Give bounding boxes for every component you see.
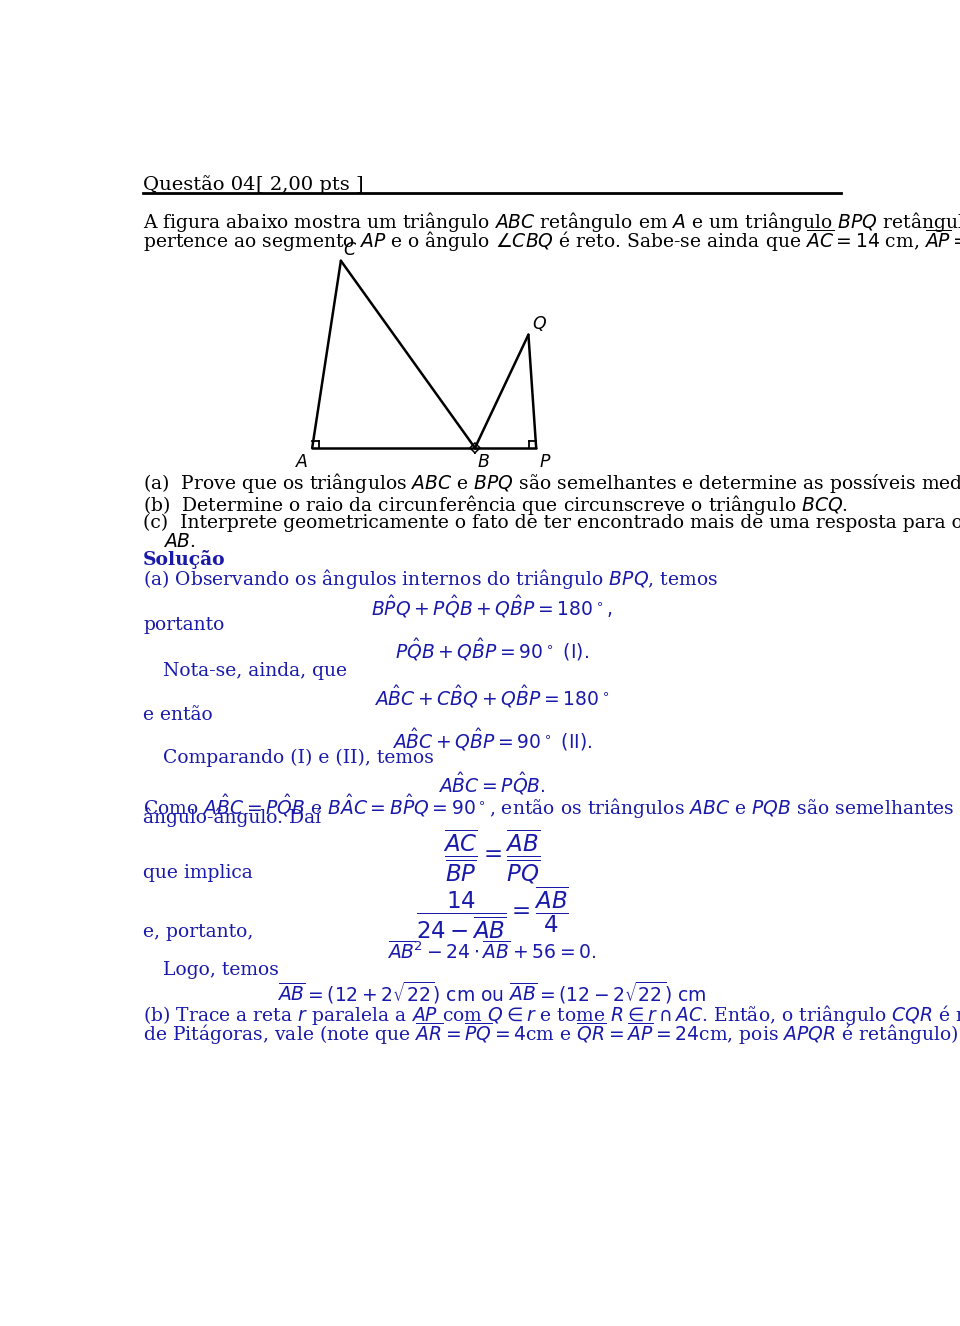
Text: $A\hat{B}C = P\hat{Q}B.$: $A\hat{B}C = P\hat{Q}B.$ <box>438 769 546 797</box>
Text: $\dfrac{\overline{AC}}{\overline{BP}} = \dfrac{\overline{AB}}{\overline{PQ}}$: $\dfrac{\overline{AC}}{\overline{BP}} = … <box>444 827 540 886</box>
Text: Como $A\hat{B}C = P\hat{Q}B$ e $B\hat{A}C = B\hat{P}Q = 90^\circ$, então os triâ: Como $A\hat{B}C = P\hat{Q}B$ e $B\hat{A}… <box>143 792 960 821</box>
Text: (a)  Prove que os triângulos $ABC$ e $BPQ$ são semelhantes e determine as possív: (a) Prove que os triângulos $ABC$ e $BPQ… <box>143 471 960 495</box>
Text: Solução: Solução <box>143 550 226 569</box>
Text: $\overline{AB} = \left(12 + 2\sqrt{22}\right)\ \mathrm{cm\ ou}\ \overline{AB} = : $\overline{AB} = \left(12 + 2\sqrt{22}\r… <box>277 980 707 1006</box>
Text: pertence ao segmento $AP$ e o ângulo $\angle CBQ$ é reto. Sabe-se ainda que $\ov: pertence ao segmento $AP$ e o ângulo $\a… <box>143 227 960 253</box>
Text: Comparando (I) e (II), temos: Comparando (I) e (II), temos <box>162 749 434 768</box>
Text: Questão 04: Questão 04 <box>143 176 255 194</box>
Text: (b) Trace a reta $r$ paralela a $AP$ com $Q \in r$ e tome $R \in r \cap AC$. Ent: (b) Trace a reta $r$ paralela a $AP$ com… <box>143 1002 960 1028</box>
Text: portanto: portanto <box>143 617 225 635</box>
Text: $C$: $C$ <box>344 243 357 259</box>
Text: de Pitágoras, vale (note que $\overline{AR} = \overline{PQ} = 4$cm e $\overline{: de Pitágoras, vale (note que $\overline{… <box>143 1020 960 1046</box>
Text: (b)  Determine o raio da circunferência que circunscreve o triângulo $BCQ$.: (b) Determine o raio da circunferência q… <box>143 492 849 517</box>
Text: e então: e então <box>143 705 213 724</box>
Text: [ 2,00 pts ]: [ 2,00 pts ] <box>255 176 363 194</box>
Text: $AB$.: $AB$. <box>162 533 196 550</box>
Text: e, portanto,: e, portanto, <box>143 923 253 941</box>
Text: (c)  Interprete geometricamente o fato de ter encontrado mais de uma resposta pa: (c) Interprete geometricamente o fato de… <box>143 514 960 532</box>
Text: $B$: $B$ <box>477 453 491 471</box>
Text: $\overline{AB}^2 - 24 \cdot \overline{AB} + 56 = 0.$: $\overline{AB}^2 - 24 \cdot \overline{AB… <box>387 940 597 963</box>
Text: $P$: $P$ <box>540 453 552 471</box>
Text: ângulo-ângulo. Daí: ângulo-ângulo. Daí <box>143 808 322 827</box>
Text: $A$: $A$ <box>296 453 309 471</box>
Text: $Q$: $Q$ <box>532 314 546 333</box>
Text: Logo, temos: Logo, temos <box>162 961 278 980</box>
Text: A figura abaixo mostra um triângulo $ABC$ retângulo em $A$ e um triângulo $BPQ$ : A figura abaixo mostra um triângulo $ABC… <box>143 210 960 233</box>
Text: Nota-se, ainda, que: Nota-se, ainda, que <box>162 662 347 680</box>
Text: $B\hat{P}Q + P\hat{Q}B + Q\hat{B}P = 180^\circ,$: $B\hat{P}Q + P\hat{Q}B + Q\hat{B}P = 180… <box>372 594 612 621</box>
Text: que implica: que implica <box>143 865 253 882</box>
Text: $A\hat{B}C + C\hat{B}Q + Q\hat{B}P = 180^\circ$: $A\hat{B}C + C\hat{B}Q + Q\hat{B}P = 180… <box>374 683 610 709</box>
Text: $A\hat{B}C + Q\hat{B}P = 90^\circ\ \mathrm{(II)}.$: $A\hat{B}C + Q\hat{B}P = 90^\circ\ \math… <box>392 725 592 753</box>
Text: $\dfrac{14}{24 - \overline{AB}} = \dfrac{\overline{AB}}{4}$: $\dfrac{14}{24 - \overline{AB}} = \dfrac… <box>416 884 568 941</box>
Text: $P\hat{Q}B + Q\hat{B}P = 90^\circ\ \mathrm{(I)}.$: $P\hat{Q}B + Q\hat{B}P = 90^\circ\ \math… <box>395 636 589 663</box>
Text: (a) Observando os ângulos internos do triângulo $BPQ$, temos: (a) Observando os ângulos internos do tr… <box>143 568 718 591</box>
